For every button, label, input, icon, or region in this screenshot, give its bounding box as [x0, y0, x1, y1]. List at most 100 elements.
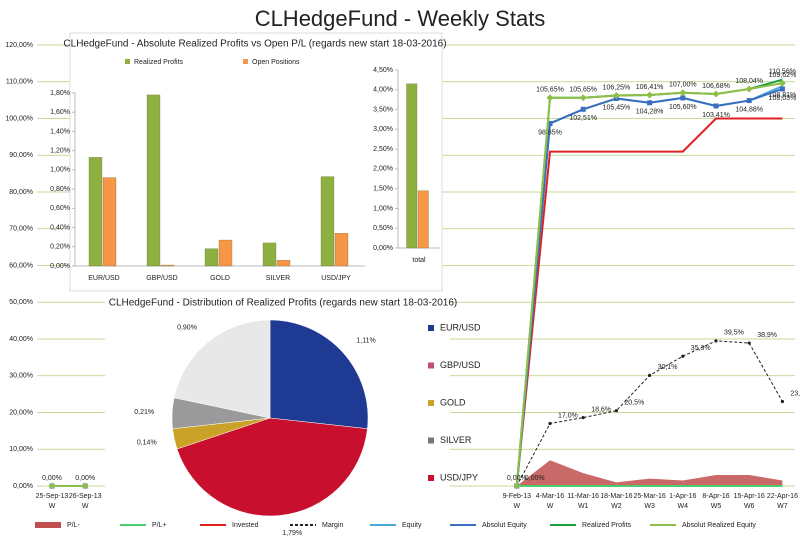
data-label: 0,90% [177, 325, 197, 332]
y-tick-label: 30,00% [9, 373, 33, 380]
data-label: 110,56% [769, 69, 796, 76]
marker [679, 89, 687, 97]
x-week-label: W [82, 503, 89, 510]
bar [204, 248, 219, 267]
data-label: 105,45% [603, 104, 631, 111]
x-week-label: W6 [744, 503, 755, 510]
marker [712, 90, 720, 98]
y-tick-label: 4,00% [373, 87, 393, 94]
data-label: 35,3% [691, 345, 711, 352]
data-label: 108,81% [769, 92, 797, 99]
bar [406, 83, 418, 249]
y-tick-label: 40,00% [9, 336, 33, 343]
data-label: 0,21% [134, 409, 154, 416]
marker [513, 482, 521, 490]
legend-label: Margin [322, 522, 344, 529]
bar [102, 177, 117, 267]
y-tick-label: 4,50% [373, 67, 393, 74]
legend-swatch [35, 522, 61, 528]
bar [262, 242, 277, 267]
x-tick-label: 25-Mar-16 [633, 493, 665, 500]
x-tick-label: 9-Feb-13 [503, 493, 532, 500]
data-label: 20,5% [624, 400, 644, 407]
marker [646, 91, 654, 99]
data-label: 106,41% [636, 84, 664, 91]
bar [146, 94, 161, 267]
marker [547, 120, 553, 126]
legend-swatch [428, 400, 434, 406]
pie-slice [269, 319, 369, 430]
data-label: 0,00% [507, 475, 527, 482]
data-label: 0,00% [75, 475, 95, 482]
data-label: 30,1% [658, 364, 678, 371]
bar [160, 264, 175, 267]
marker [546, 94, 554, 102]
legend-swatch [125, 59, 130, 64]
legend-label: GOLD [440, 397, 466, 407]
bar [88, 157, 103, 267]
data-label: 1,79% [282, 530, 302, 537]
y-tick-label: 0,80% [50, 186, 70, 193]
x-tick-label: 1-Apr-16 [669, 493, 696, 500]
legend-label: Realized Profits [582, 522, 632, 529]
marker [648, 373, 652, 377]
data-label: 108,03% [769, 95, 797, 102]
x-week-label: W [49, 503, 56, 510]
x-tick-label: total [412, 257, 426, 264]
x-tick-label: GBP/USD [146, 275, 178, 282]
data-label: 109,62% [769, 72, 797, 79]
marker [48, 482, 56, 490]
bar [218, 239, 233, 267]
legend-label: Absolut Equity [482, 522, 527, 529]
x-week-label: W [513, 503, 520, 510]
marker [714, 339, 718, 343]
y-tick-label: 1,00% [373, 205, 393, 212]
data-label: 39,5% [724, 330, 744, 337]
y-tick-label: 0,00% [373, 245, 393, 252]
data-label: 105,65% [569, 87, 597, 94]
bar [276, 260, 291, 267]
data-label: 18,6% [591, 406, 611, 413]
data-label: 104,88% [735, 106, 763, 113]
data-label: 23,0% [790, 390, 800, 397]
x-week-label: W4 [678, 503, 689, 510]
x-tick-label: 18-Mar-16 [600, 493, 632, 500]
y-tick-label: 0,20% [50, 244, 70, 251]
area [516, 460, 783, 486]
legend-label: Invested [232, 522, 259, 529]
x-tick-label: 15-Apr-16 [734, 493, 765, 500]
y-tick-label: 10,00% [9, 446, 33, 453]
marker [614, 409, 619, 413]
y-tick-label: 3,00% [373, 126, 393, 133]
marker [581, 416, 585, 420]
bar [320, 176, 335, 267]
legend-swatch [428, 475, 434, 481]
data-label: 0,00% [42, 475, 62, 482]
x-week-label: W1 [578, 503, 589, 510]
data-label: 103,41% [702, 112, 730, 119]
y-tick-label: 110,00% [6, 79, 33, 86]
y-tick-label: 1,40% [50, 128, 70, 135]
data-label: 105,65% [536, 87, 564, 94]
y-tick-label: 0,60% [50, 205, 70, 212]
x-tick-label: USD/JPY [321, 275, 351, 282]
x-week-label: W3 [644, 503, 655, 510]
data-label: 108,04% [735, 78, 763, 85]
legend-label: P/L+ [152, 522, 167, 529]
data-label: 0,14% [137, 440, 157, 447]
y-tick-label: 1,20% [50, 148, 70, 155]
legend-label: SILVER [440, 435, 472, 445]
legend-label: Equity [402, 522, 422, 529]
y-tick-label: 70,00% [9, 226, 33, 233]
data-label: 106,25% [603, 84, 631, 91]
y-tick-label: 2,50% [373, 146, 393, 153]
marker [780, 399, 785, 404]
marker [548, 421, 552, 426]
data-label: 102,51% [569, 115, 597, 122]
x-tick-label: 26-Sep-13 [69, 493, 102, 500]
y-tick-label: 0,50% [373, 225, 393, 232]
y-tick-label: 80,00% [9, 189, 33, 196]
data-label: 105,60% [669, 104, 697, 111]
x-tick-label: 25-Sep-13 [36, 493, 69, 500]
